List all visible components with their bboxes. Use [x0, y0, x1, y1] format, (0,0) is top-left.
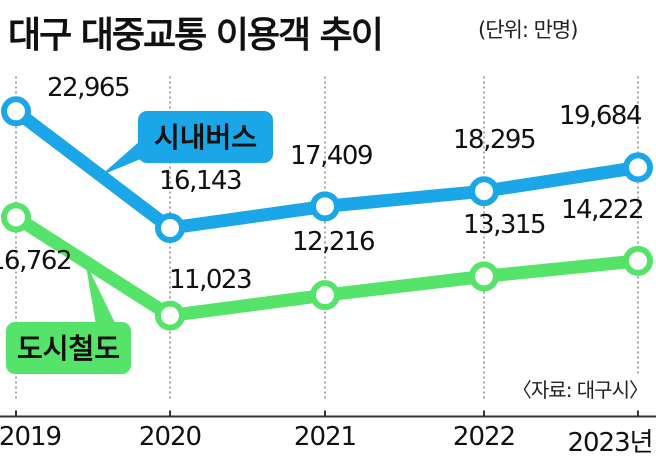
- bus-value-label-2021: 17,409: [290, 141, 373, 172]
- bus-value-label-2023년: 19,684: [559, 101, 642, 132]
- bus-legend-box: [138, 111, 273, 163]
- rail-point-2020: [155, 300, 185, 331]
- bus-point-2019: [1, 96, 31, 127]
- x-tick-label-4: 2023년: [567, 428, 653, 458]
- rail-point-2019: [1, 202, 31, 233]
- rail-value-label-2022: 13,315: [463, 210, 546, 241]
- rail-value-label-2023년: 14,222: [561, 194, 644, 225]
- bus-point-2022: [469, 176, 499, 207]
- bus-legend-label: 시내버스: [154, 121, 257, 154]
- bus-point-2021: [310, 191, 340, 222]
- bus-point-2020: [155, 213, 185, 244]
- x-tick-label-3: 2022: [452, 422, 516, 452]
- rail-value-label-2020: 11,023: [169, 264, 252, 295]
- rail-point-2021: [310, 280, 340, 311]
- rail-value-label-2021: 12,216: [292, 227, 375, 258]
- rail-legend-pointer: [85, 261, 116, 325]
- chart-title: 대구 대중교통 이용객 추이: [8, 15, 384, 56]
- x-tick-label-0: 2019: [0, 422, 62, 452]
- rail-legend-box: [6, 322, 131, 374]
- rail-point-2023년: [623, 245, 653, 276]
- bus-value-label-2019: 22,965: [47, 73, 130, 104]
- rail-point-2022: [469, 261, 499, 292]
- x-tick-label-1: 2020: [138, 422, 202, 452]
- unit-label: (단위: 만명): [478, 18, 578, 42]
- bus-value-label-2022: 18,295: [453, 125, 536, 156]
- bus-value-label-2020: 16,143: [159, 166, 242, 196]
- x-tick-label-2: 2021: [293, 422, 357, 452]
- rail-legend-label: 도시철도: [17, 332, 120, 365]
- rail-value-label-2019: 16,762: [0, 246, 72, 277]
- source-label: 〈자료: 대구시〉: [511, 374, 649, 403]
- bus-point-2023년: [623, 152, 653, 183]
- bus-legend-pointer: [100, 134, 148, 176]
